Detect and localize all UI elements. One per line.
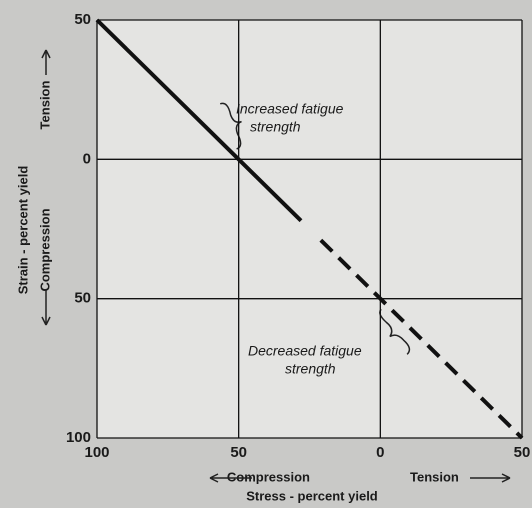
x-right-label: Tension [410, 469, 459, 484]
x-tick-label: 50 [230, 444, 247, 461]
arrow [41, 290, 51, 326]
arrow [209, 473, 252, 483]
x-tick-label: 50 [514, 444, 531, 461]
x-axis-label: Stress - percent yield [246, 488, 378, 503]
line [95, 18, 303, 223]
annotation: strength [250, 119, 301, 135]
brace [219, 102, 242, 150]
x-left-label: Compression [227, 469, 310, 484]
annotation: Decreased fatigue [248, 343, 362, 359]
annotation: strength [285, 361, 336, 377]
y-top-label: Tension [37, 81, 52, 130]
x-tick-label: 100 [84, 444, 109, 461]
y-tick-label: 50 [74, 290, 91, 307]
arrow [41, 49, 51, 75]
y-axis-label: Strain - percent yield [15, 166, 30, 295]
y-tick-label: 0 [83, 150, 91, 167]
annotation: Increased fatigue [236, 101, 344, 117]
y-tick-label: 100 [66, 429, 91, 446]
y-tick-label: 50 [74, 11, 91, 28]
line [319, 238, 524, 440]
x-tick-label: 0 [376, 444, 384, 461]
arrow [470, 473, 511, 483]
brace [379, 308, 411, 355]
y-bottom-label: Compression [37, 208, 52, 291]
